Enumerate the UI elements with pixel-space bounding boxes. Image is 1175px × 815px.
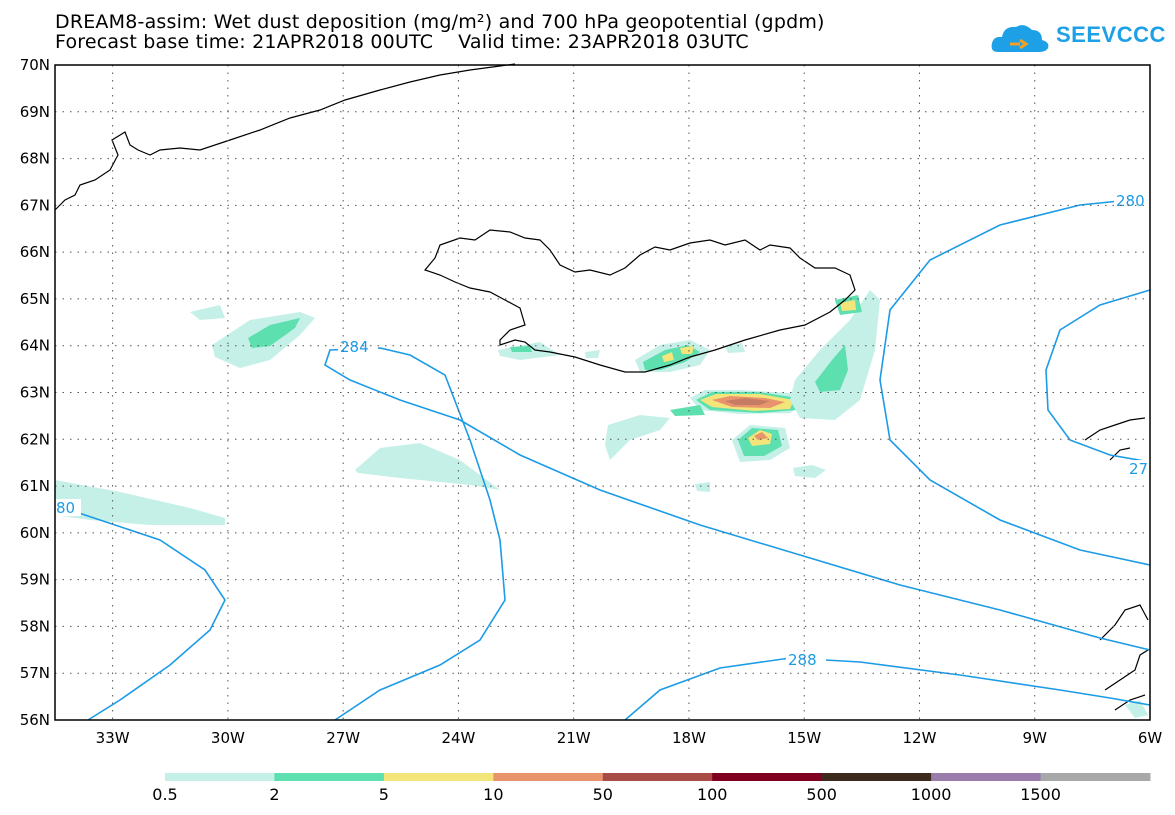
contour-label-27-e: 27 [1129, 460, 1148, 478]
lat-label: 69N [20, 103, 50, 121]
axis-labels: 70N 69N 68N 67N 66N 65N 64N 63N 62N 61N 60N 59N 58N 5… [20, 56, 1163, 747]
lat-label: 65N [20, 290, 50, 308]
legend-swatch [165, 773, 275, 781]
lon-label: 27W [326, 729, 360, 747]
legend-colorbar [165, 773, 1151, 781]
lon-label: 9W [1023, 729, 1048, 747]
map-frame [54, 64, 1151, 721]
map-title: DREAM8-assim: Wet dust deposition (mg/m²… [55, 11, 825, 33]
legend-threshold-label: 0.5 [152, 785, 178, 804]
legend-swatch [712, 773, 823, 781]
lat-label: 60N [20, 524, 50, 542]
contour-label-280-ne: 280 [1116, 192, 1145, 210]
contour-280-east [879, 197, 1151, 566]
contour-276 [1045, 289, 1151, 463]
legend-swatch [821, 773, 932, 781]
lat-label: 61N [20, 477, 50, 495]
lat-label: 63N [20, 384, 50, 402]
legend-swatch [1040, 773, 1151, 781]
lat-label: 62N [20, 430, 50, 448]
lon-label: 12W [903, 729, 937, 747]
lon-label: 21W [557, 729, 591, 747]
legend-threshold-label: 100 [696, 785, 728, 804]
legend-threshold-label: 500 [806, 785, 837, 804]
legend-threshold-label: 10 [483, 785, 504, 804]
lat-label: 56N [20, 711, 50, 729]
lon-label: 30W [211, 729, 245, 747]
lon-label: 33W [96, 729, 130, 747]
legend-swatch [383, 773, 494, 781]
lon-label: 24W [441, 729, 475, 747]
iceland-coast [423, 229, 856, 373]
lon-label: 15W [787, 729, 821, 747]
lat-label: 57N [20, 664, 50, 682]
legend-swatch [274, 773, 385, 781]
lat-lon-grid [55, 65, 1150, 720]
lat-label: 70N [20, 56, 50, 74]
lat-label: 68N [20, 150, 50, 168]
lat-label: 64N [20, 337, 50, 355]
legend-threshold-label: 1500 [1020, 785, 1061, 804]
scotland-coast [1084, 417, 1149, 711]
lat-label: 67N [20, 196, 50, 214]
lat-label: 66N [20, 243, 50, 261]
lat-label: 58N [20, 617, 50, 635]
contour-280-west [54, 504, 226, 721]
cloud-logo-icon [991, 25, 1049, 52]
legend-threshold-label: 1000 [910, 785, 952, 804]
contour-label-288: 288 [788, 651, 817, 669]
lon-label: 6W [1138, 729, 1163, 747]
lon-label: 18W [672, 729, 706, 747]
lat-label: 59N [20, 571, 50, 589]
geopotential-contours [54, 197, 1151, 721]
coastlines [54, 63, 1149, 711]
legend-threshold-label: 5 [378, 785, 389, 804]
legend-swatch [931, 773, 1042, 781]
legend-threshold-label: 50 [592, 785, 613, 804]
legend-swatch [493, 773, 604, 781]
map-subtitle: Forecast base time: 21APR2018 00UTC Vali… [55, 31, 749, 53]
greenland-coast [54, 63, 516, 211]
legend-swatch [602, 773, 713, 781]
contour-284 [324, 347, 1151, 721]
dust-shading [55, 290, 1148, 718]
contour-288 [624, 657, 1151, 721]
contour-label-284: 284 [340, 338, 369, 356]
contour-label-280-w: 80 [56, 499, 75, 517]
logo-text: SEEVCCC [1056, 22, 1166, 47]
legend-threshold-label: 2 [269, 785, 280, 804]
